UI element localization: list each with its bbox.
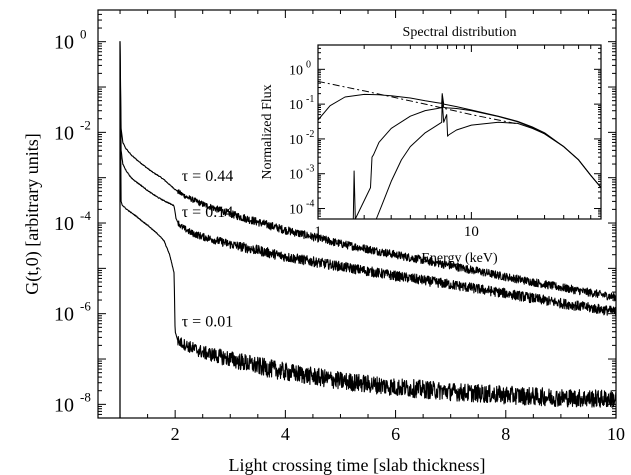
inset-y-tick-exponent: -1 (306, 94, 314, 105)
main-x-tick-label: 6 (391, 424, 400, 444)
inset-x-axis-label: Energy (keV) (421, 251, 498, 266)
main-y-axis-label: G(t,0) [arbitrary units] (22, 133, 43, 294)
inset-series-line-1 (317, 80, 518, 125)
main-y-tick-label: 10 (54, 304, 74, 326)
main-x-tick-label: 10 (607, 424, 625, 444)
main-y-tick-exponent: -2 (80, 117, 91, 132)
main-y-tick-label: 10 (54, 213, 74, 235)
main-series-labels: τ = 0.44 τ = 0.14 τ = 0.01 (182, 168, 233, 330)
inset-series-line-4 (375, 100, 602, 220)
inset-background (318, 45, 601, 219)
main-series-group (119, 41, 617, 418)
main-series-line-1 (119, 41, 617, 418)
inset-y-tick-label: 10 (289, 63, 303, 78)
inset-y-tick-exponent: -4 (306, 199, 314, 210)
inset-x-tick-label: 10 (464, 224, 479, 240)
main-x-axis-label: Light crossing time [slab thickness] (229, 455, 486, 475)
main-y-tick-exponent: -4 (80, 208, 91, 223)
main-y-tick-exponent: 0 (80, 27, 87, 42)
inset-y-tick-exponent: -2 (306, 129, 314, 140)
inset-series-group (317, 80, 602, 220)
main-y-tick-label: 10 (54, 32, 74, 54)
main-y-tick-exponent: -8 (80, 389, 91, 404)
main-series-line-3 (119, 41, 617, 418)
main-x-tick-label: 4 (281, 424, 290, 444)
inset-x-tick-label: 1 (314, 224, 322, 240)
inset-y-tick-label: 10 (289, 203, 303, 218)
main-plot-frame (97, 9, 617, 419)
main-series-line-2 (119, 41, 617, 418)
inset-y-tick-exponent: 0 (306, 59, 311, 70)
inset-y-tick-exponent: -3 (306, 164, 314, 175)
main-y-tick-label: 10 (54, 122, 74, 144)
main-x-tick-label: 8 (501, 424, 510, 444)
main-y-tick-label: 10 (54, 394, 74, 416)
main-series-label-2: τ = 0.14 (182, 204, 233, 221)
main-series-label-3: τ = 0.01 (182, 314, 233, 331)
inset-y-tick-label: 10 (289, 98, 303, 113)
inset-y-axis-label: Normalized Flux (260, 84, 275, 179)
inset-title: Spectral distribution (403, 25, 517, 40)
inset-y-tick-label: 10 (289, 133, 303, 148)
inset-plot-frame (317, 44, 602, 220)
main-y-tick-exponent: -6 (80, 299, 91, 314)
inset-y-tick-label: 10 (289, 168, 303, 183)
main-x-tick-label: 2 (171, 424, 180, 444)
main-series-label-1: τ = 0.44 (182, 168, 233, 185)
